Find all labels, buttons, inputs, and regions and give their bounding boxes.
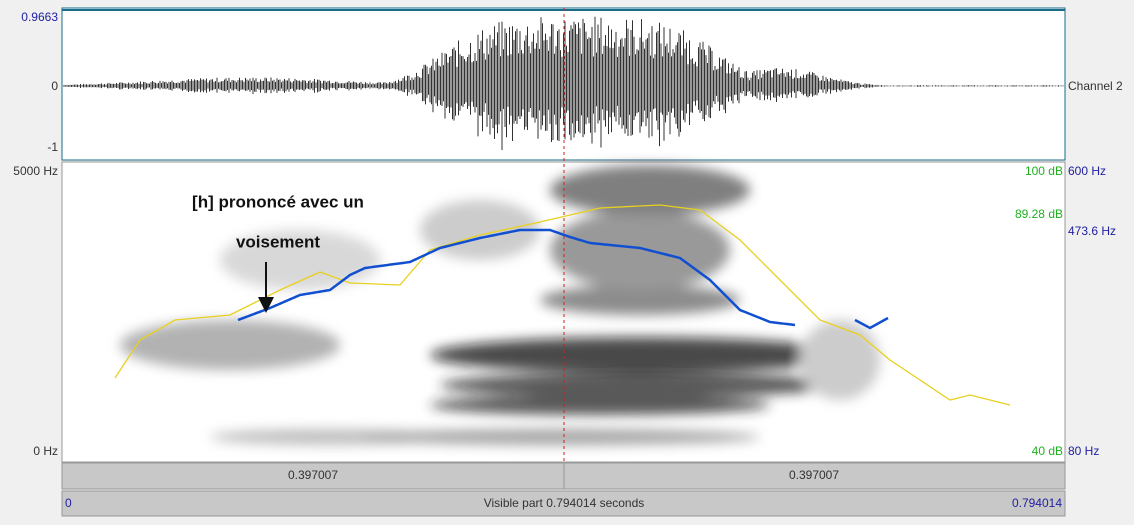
wave-max: 0.9663 (21, 10, 58, 24)
left-half-duration: 0.397007 (288, 468, 338, 482)
annotation: [h] prononcé avec un (192, 192, 364, 211)
time-start: 0 (65, 496, 72, 510)
time-end: 0.794014 (1012, 496, 1062, 510)
wave-min: -1 (47, 140, 58, 154)
wave-zero: 0 (51, 79, 58, 93)
praat-window: [h] prononcé avec un voisement 0.9663 0 … (0, 0, 1134, 520)
annotation: voisement (236, 232, 320, 251)
pitch-min: 80 Hz (1068, 444, 1099, 458)
intensity-min: 40 dB (1032, 444, 1063, 458)
visible-duration: Visible part 0.794014 seconds (484, 496, 645, 510)
intensity-cursor: 89.28 dB (1015, 207, 1063, 221)
freq-min: 0 Hz (33, 444, 58, 458)
freq-max: 5000 Hz (13, 164, 58, 178)
pitch-cursor: 473.6 Hz (1068, 224, 1116, 238)
intensity-max: 100 dB (1025, 164, 1063, 178)
page: [h] prononcé avec un voisement 0.9663 0 … (0, 0, 1134, 520)
channel-label: Channel 2 (1068, 79, 1123, 93)
right-half-duration: 0.397007 (789, 468, 839, 482)
pitch-max: 600 Hz (1068, 164, 1106, 178)
